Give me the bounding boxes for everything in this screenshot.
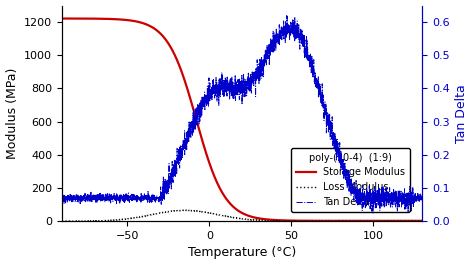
Tan Delta [370,212,376,215]
Storage Modulus [197,132,203,135]
Tan Delta [413,196,419,200]
Line: Loss Modulus: Loss Modulus [62,210,422,221]
X-axis label: Temperature (°C): Temperature (°C) [188,246,296,259]
Loss Modulus [122,218,128,221]
Loss Modulus [413,219,419,223]
Loss Modulus [374,219,380,223]
Loss Modulus [100,219,106,222]
Y-axis label: Tan Delta: Tan Delta [456,84,468,143]
Storage Modulus [419,219,425,222]
Loss Modulus [419,220,425,223]
Tan Delta [284,14,290,17]
Tan Delta [122,195,128,198]
Storage Modulus [100,17,106,20]
Storage Modulus [59,17,65,20]
Loss Modulus [59,219,65,223]
Storage Modulus [412,219,418,222]
Line: Tan Delta: Tan Delta [62,16,422,213]
Tan Delta [374,189,380,192]
Loss Modulus [213,213,219,216]
Y-axis label: Modulus (MPa): Modulus (MPa) [6,68,18,159]
Storage Modulus [374,219,379,222]
Legend: Storage Modulus, Loss Modulus, Tan Delta: Storage Modulus, Loss Modulus, Tan Delta [292,148,410,212]
Tan Delta [197,103,203,107]
Tan Delta [59,200,65,203]
Loss Modulus [59,220,65,223]
Line: Storage Modulus: Storage Modulus [62,19,422,221]
Tan Delta [419,199,425,202]
Tan Delta [213,87,219,90]
Loss Modulus [182,209,188,212]
Storage Modulus [213,178,219,181]
Loss Modulus [198,210,203,213]
Tan Delta [100,198,106,202]
Storage Modulus [122,18,128,21]
